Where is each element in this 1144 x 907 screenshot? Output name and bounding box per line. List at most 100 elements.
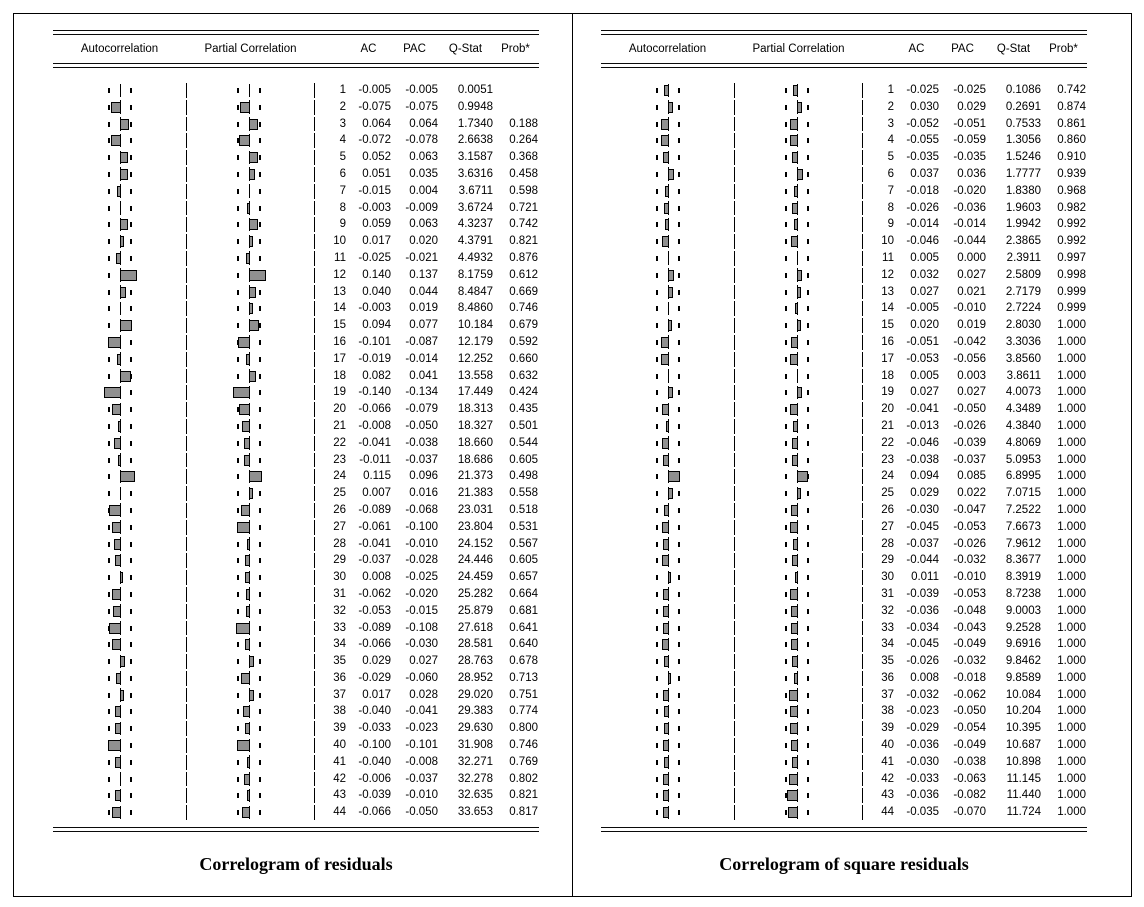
correlation-bar — [664, 706, 669, 718]
correlogram-row: 12 0.140 0.137 8.1759 0.612 — [53, 267, 539, 284]
lag-value: 22 — [881, 436, 894, 449]
ac-value: 0.029 — [910, 487, 939, 500]
lag-value: 16 — [333, 335, 346, 348]
autocorrelation-bar-cell — [601, 603, 734, 620]
correlation-bar — [791, 639, 798, 651]
ac-value: -0.041 — [906, 403, 939, 416]
partial-correlation-bar-cell — [735, 351, 862, 368]
prob-value: 0.558 — [509, 487, 538, 500]
autocorrelation-bar-cell — [601, 569, 734, 586]
ac-value: 0.094 — [910, 470, 939, 483]
prob-value: 1.000 — [1057, 470, 1086, 483]
autocorrelation-bar-cell — [53, 687, 186, 704]
qstat-value: 4.4932 — [457, 251, 493, 264]
autocorrelation-bar-cell — [601, 183, 734, 200]
upper-band-dash — [259, 675, 261, 681]
qstat-value: 32.278 — [457, 772, 493, 785]
correlation-bar — [663, 773, 669, 785]
ac-value: -0.072 — [358, 134, 391, 147]
partial-correlation-bar-cell — [187, 485, 314, 502]
lower-band-dash — [785, 339, 787, 345]
correlation-bar — [120, 236, 124, 248]
autocorrelation-bar-cell — [53, 485, 186, 502]
correlogram-row: 22 -0.046 -0.039 4.8069 1.000 — [601, 435, 1087, 452]
autocorrelation-bar-cell — [601, 116, 734, 133]
upper-band-dash — [678, 104, 680, 110]
prob-value: 0.678 — [509, 655, 538, 668]
correlation-bar — [663, 807, 669, 819]
column-separator-line — [862, 805, 863, 821]
partial-correlation-bar-cell — [187, 720, 314, 737]
partial-correlation-bar-cell — [187, 334, 314, 351]
partial-correlation-bar-cell — [735, 267, 862, 284]
lower-band-dash — [785, 474, 787, 480]
correlation-bar — [244, 454, 250, 466]
lower-band-dash — [785, 810, 787, 816]
lower-band-dash — [656, 423, 658, 429]
lower-band-dash — [656, 440, 658, 446]
autocorrelation-bar-cell — [601, 536, 734, 553]
correlation-bar — [668, 168, 674, 180]
column-separator-line — [314, 738, 315, 753]
autocorrelation-bar-cell — [601, 300, 734, 317]
column-separator-line — [734, 553, 735, 569]
column-separator-line — [862, 754, 863, 770]
qstat-value: 24.446 — [457, 554, 493, 567]
autocorrelation-bar-cell — [53, 166, 186, 183]
prob-value: 0.681 — [509, 604, 538, 617]
lag-value: 44 — [333, 806, 346, 819]
correlation-bar — [790, 706, 798, 718]
correlation-bar — [664, 85, 669, 96]
correlation-bar — [661, 118, 669, 130]
pac-value: -0.020 — [953, 184, 986, 197]
correlation-bar — [112, 404, 121, 416]
ac-value: -0.037 — [906, 537, 939, 550]
column-separator-line — [314, 368, 315, 384]
pac-value: 0.027 — [409, 655, 438, 668]
column-separator-line — [314, 603, 315, 619]
column-separator-line — [734, 334, 735, 350]
upper-band-dash — [130, 776, 132, 782]
autocorrelation-bar-cell — [53, 233, 186, 250]
column-separator-line — [862, 351, 863, 367]
qstat-value: 23.031 — [457, 503, 493, 516]
lag-value: 43 — [333, 789, 346, 802]
lower-band-dash — [656, 339, 658, 345]
upper-band-dash — [678, 306, 680, 312]
autocorrelation-bar-cell — [601, 687, 734, 704]
correlation-bar — [120, 656, 125, 668]
partial-correlation-bar-cell — [187, 435, 314, 452]
lower-band-dash — [237, 104, 239, 110]
zero-axis-line — [249, 83, 250, 97]
correlation-bar — [246, 353, 250, 365]
upper-band-dash — [807, 457, 809, 463]
autocorrelation-bar-cell — [601, 703, 734, 720]
lower-band-dash — [785, 255, 787, 261]
autocorrelation-bar-cell — [53, 334, 186, 351]
prob-value: 1.000 — [1057, 688, 1086, 701]
correlation-bar — [663, 622, 669, 634]
prob-value: 0.821 — [509, 235, 538, 248]
correlogram-row: 21 -0.013 -0.026 4.3840 1.000 — [601, 418, 1087, 435]
lower-band-dash — [785, 222, 787, 228]
prob-value: 0.640 — [509, 638, 538, 651]
column-separator-line — [186, 351, 187, 367]
prob-value — [493, 82, 538, 99]
correlation-bar — [249, 303, 253, 315]
ac-value: 0.094 — [362, 319, 391, 332]
upper-band-dash — [259, 457, 261, 463]
correlation-bar — [237, 521, 250, 533]
lower-band-dash — [237, 188, 239, 194]
correlation-bar — [795, 572, 798, 584]
correlation-bar — [668, 672, 671, 684]
prob-value: 0.742 — [509, 218, 538, 231]
pac-value: -0.079 — [405, 403, 438, 416]
column-separator-line — [734, 99, 735, 115]
pac-value: -0.010 — [405, 789, 438, 802]
zero-axis-line — [797, 251, 798, 265]
prob-value: 1.000 — [1057, 722, 1086, 735]
correlation-bar — [120, 118, 129, 130]
qstat-value: 8.3919 — [1005, 571, 1041, 584]
lag-value: 37 — [881, 688, 894, 701]
table-header-row: Autocorrelation Partial Correlation AC P… — [53, 35, 539, 63]
